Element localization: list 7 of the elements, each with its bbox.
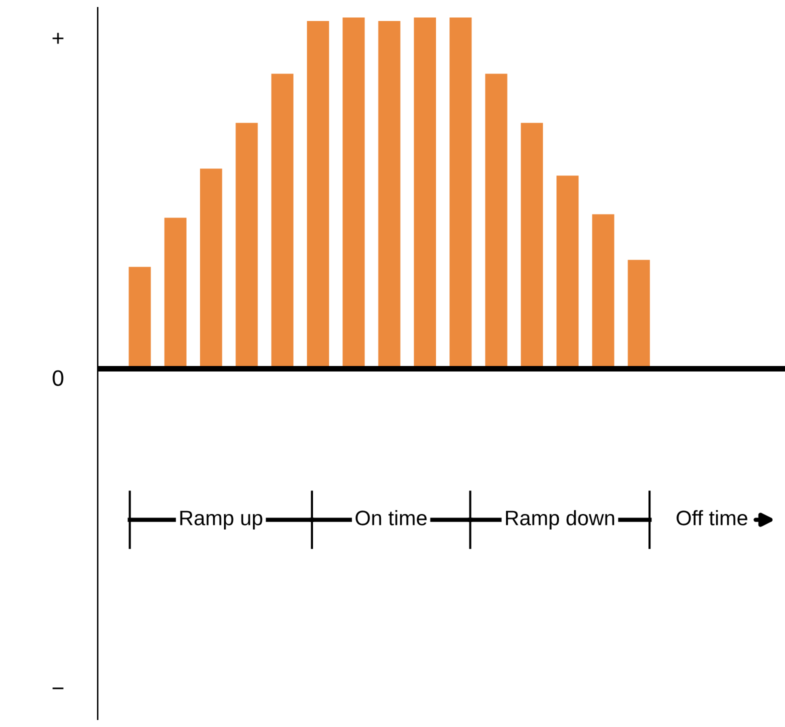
text: Off time	[676, 510, 748, 526]
text: On time	[356, 510, 427, 526]
text: 0	[52, 370, 64, 386]
text: −	[52, 688, 64, 690]
text: +	[52, 32, 64, 44]
text: Ramp up	[180, 510, 262, 530]
text: Ramp down	[506, 510, 614, 530]
